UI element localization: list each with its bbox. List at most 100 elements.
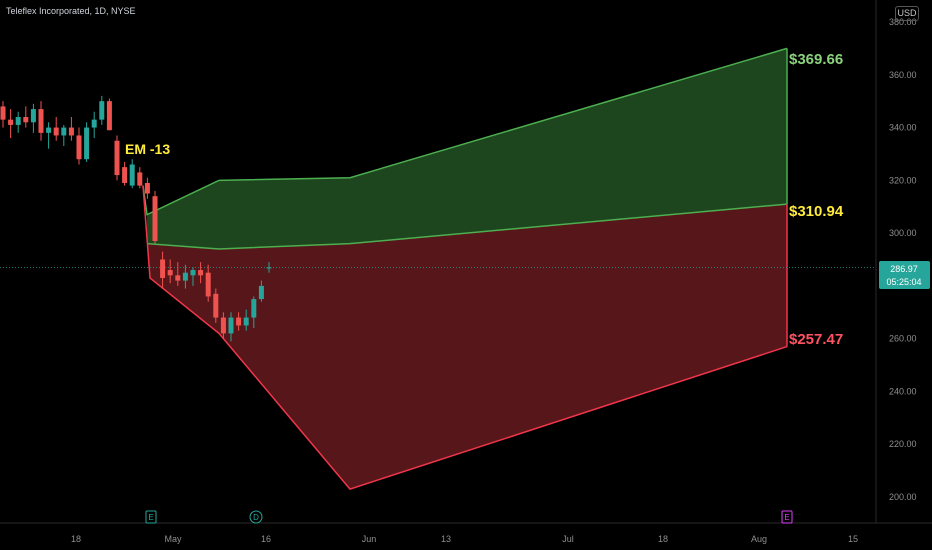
time-tick-label: 18: [71, 534, 81, 544]
candle-body: [152, 196, 158, 242]
candle[interactable]: [84, 122, 90, 162]
candle[interactable]: [190, 267, 196, 286]
candle[interactable]: [53, 117, 59, 141]
candle-body: [106, 101, 112, 131]
candle[interactable]: [213, 288, 219, 323]
candle[interactable]: [137, 167, 143, 189]
candlestick-series[interactable]: [0, 95, 272, 342]
time-tick-label: May: [164, 534, 182, 544]
price-tick-label: 240.00: [889, 386, 917, 396]
symbol-title[interactable]: Teleflex Incorporated, 1D, NYSE: [6, 6, 136, 16]
candle[interactable]: [152, 190, 158, 244]
candle-body: [236, 317, 242, 326]
candle[interactable]: [258, 280, 264, 302]
time-tick-label: Aug: [751, 534, 767, 544]
price-tick-label: 360.00: [889, 70, 917, 80]
candle-body: [251, 299, 257, 318]
earnings-marker-2[interactable]: E: [781, 510, 793, 524]
candle[interactable]: [266, 262, 272, 273]
candle[interactable]: [220, 312, 226, 339]
time-axis[interactable]: 18 May 16 Jun 13 Jul 18 Aug 15: [71, 534, 858, 544]
earnings-marker-1-label: E: [148, 513, 153, 522]
candle-body: [99, 101, 105, 120]
candle-body: [228, 317, 234, 334]
candle-body: [38, 109, 44, 133]
candle-body: [258, 285, 264, 300]
candle-body: [114, 140, 120, 176]
candle-body: [8, 119, 14, 125]
candle[interactable]: [175, 262, 181, 286]
candle-body: [91, 119, 97, 128]
current-price-tag: 286.97 05:25:04: [879, 261, 930, 289]
price-tick-label: 220.00: [889, 439, 917, 449]
candle-body: [15, 117, 21, 125]
candle[interactable]: [99, 95, 105, 125]
upper-range-line: [142, 47, 788, 216]
candle[interactable]: [46, 122, 52, 149]
candle[interactable]: [0, 101, 6, 128]
candle-body: [182, 272, 188, 281]
candle[interactable]: [160, 251, 166, 289]
candle[interactable]: [61, 124, 67, 147]
candle[interactable]: [76, 127, 82, 165]
candle[interactable]: [167, 259, 173, 284]
time-tick-label: Jul: [562, 534, 574, 544]
earnings-marker-2-label: E: [784, 513, 789, 522]
price-tick-label: 200.00: [889, 492, 917, 502]
currency-button[interactable]: USD: [895, 6, 919, 21]
dividend-marker[interactable]: D: [249, 510, 263, 524]
candle[interactable]: [91, 111, 97, 139]
candle-body: [122, 167, 128, 183]
candle[interactable]: [68, 117, 74, 141]
candle-body: [23, 117, 29, 123]
candle[interactable]: [129, 159, 135, 189]
current-price-value: 286.97: [890, 264, 918, 274]
time-tick-label: Jun: [362, 534, 377, 544]
dividend-marker-label: D: [253, 513, 259, 522]
candle-body: [175, 275, 181, 281]
candle[interactable]: [38, 101, 44, 141]
candle-body: [266, 267, 272, 269]
time-tick-label: 13: [441, 534, 451, 544]
candle[interactable]: [122, 161, 128, 186]
candle[interactable]: [15, 111, 21, 133]
candle-body: [61, 127, 67, 136]
candle-body: [46, 127, 52, 133]
em-annotation: EM -13: [125, 141, 170, 157]
candle-body: [167, 270, 173, 276]
candle-body: [190, 270, 196, 276]
price-tick-label: 300.00: [889, 228, 917, 238]
candle[interactable]: [228, 312, 234, 342]
candle[interactable]: [144, 177, 150, 199]
candle[interactable]: [30, 103, 36, 133]
candle-body: [213, 293, 219, 318]
price-tick-label: 340.00: [889, 123, 917, 133]
bearish-range-area: [147, 204, 787, 490]
candle-body: [68, 127, 74, 136]
candle[interactable]: [198, 262, 204, 284]
candle[interactable]: [8, 109, 14, 139]
candle[interactable]: [23, 106, 29, 128]
candle[interactable]: [236, 312, 242, 331]
candle-body: [160, 259, 166, 278]
candle-body: [198, 270, 204, 276]
candle-body: [137, 172, 143, 186]
bar-countdown: 05:25:04: [886, 277, 921, 287]
candle-body: [144, 182, 150, 194]
candle-body: [30, 109, 36, 123]
price-axis[interactable]: 200.00220.00240.00260.00280.00300.00320.…: [889, 17, 917, 502]
candle[interactable]: [205, 264, 211, 302]
candle[interactable]: [182, 264, 188, 289]
candle-body: [243, 317, 249, 326]
candle-body: [0, 106, 6, 120]
candle-body: [129, 164, 135, 186]
candle[interactable]: [251, 296, 257, 329]
time-tick-label: 15: [848, 534, 858, 544]
candle[interactable]: [243, 309, 249, 331]
earnings-marker-1[interactable]: E: [145, 510, 157, 524]
candle-body: [53, 127, 59, 136]
candle[interactable]: [106, 98, 112, 131]
candle[interactable]: [114, 135, 120, 181]
candle-body: [220, 317, 226, 334]
